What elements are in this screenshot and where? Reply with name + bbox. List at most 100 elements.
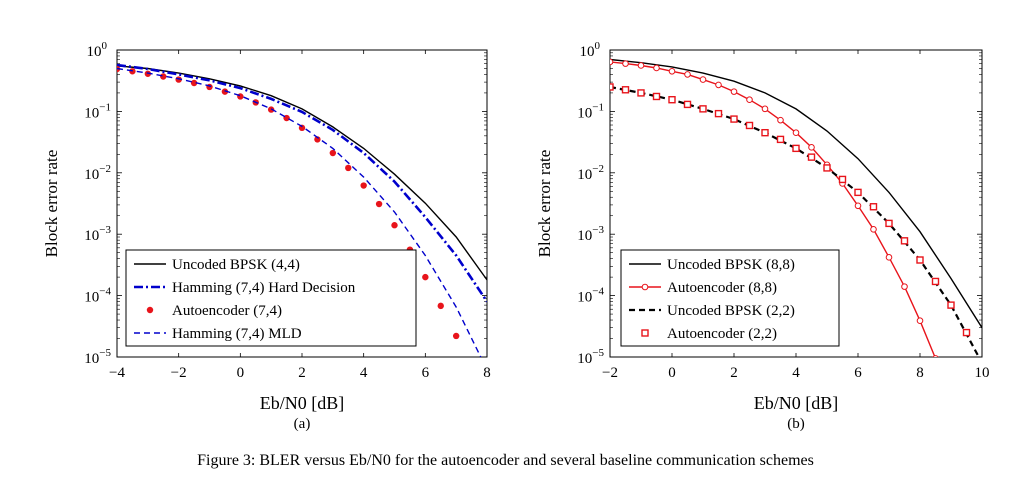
data-point [947,301,955,309]
data-point [932,355,939,357]
y-tick-label: 10−2 [84,163,111,183]
y-axis-label: Block error rate [42,150,61,258]
data-point [668,96,676,104]
data-point [916,317,924,325]
data-point [422,273,429,281]
y-tick-label: 100 [580,40,601,60]
data-point [730,88,738,95]
data-point [652,92,661,101]
legend-label-1: Hamming (7,4) Hard Decision [172,280,356,296]
y-tick-label: 10−5 [577,347,604,367]
y-tick-label: 100 [87,40,108,60]
data-point [237,93,244,100]
data-point [160,73,167,80]
data-point [870,226,877,233]
data-point [484,401,490,407]
series-line-1 [610,61,936,357]
data-point [854,202,862,210]
data-point [221,88,229,95]
series-group-1 [610,58,982,402]
y-tick-label: 10−4 [577,286,604,306]
y-tick-label: 10−3 [577,224,604,244]
series-line-1 [117,63,487,303]
x-tick-label: 8 [916,365,924,381]
data-point [948,396,954,402]
y-tick-label: 10−2 [577,163,604,183]
chart-panel-b: −2 0 2 4 6 8 10 100 10−1 10−2 10−3 10−4 10−5 Eb/N0 [d… [535,40,990,432]
data-point [838,175,847,184]
data-point [637,89,645,97]
x-axis-label: Eb/N0 [dB] [260,393,345,413]
legend-label-2: Autoencoder (7,4) [172,303,282,319]
data-point [668,67,676,75]
data-point [808,144,815,151]
data-point [869,203,878,211]
data-point [901,283,908,290]
legend-label-0: Uncoded BPSK (8,8) [667,257,795,273]
data-point [916,256,924,264]
data-point [468,366,474,372]
legend-marker-3 [641,329,649,337]
data-point [900,237,909,245]
legend-marker-1 [641,283,649,291]
y-tick-label: 10−4 [84,286,111,306]
series-line-0 [610,58,982,329]
data-point [776,135,785,144]
caption-text: Figure 3: BLER versus Eb/N0 for the auto… [197,452,814,469]
x-tick-label: 0 [668,365,676,381]
series-line-3 [117,67,482,357]
x-tick-label: 0 [237,365,245,381]
data-point [345,164,352,172]
data-point [885,219,893,228]
legend-box [620,249,840,347]
legend-0: Uncoded BPSK (4,4) Hamming (7,4) Hard Dec… [125,249,417,347]
data-point [792,144,800,153]
data-point [854,188,862,197]
x-tick-label: 4 [360,365,368,381]
data-point [746,96,753,104]
data-point [683,100,692,109]
data-point [885,254,893,261]
data-point [610,58,614,66]
x-tick-label: −2 [171,365,187,381]
panel-label: (b) [787,416,805,432]
data-point [329,149,337,157]
data-point [745,121,754,130]
data-point [761,128,769,137]
data-point [653,64,660,72]
legend-label-3: Hamming (7,4) MLD [172,326,302,342]
y-tick-label: 10−1 [84,101,111,121]
data-point [807,153,816,161]
data-point [823,164,831,172]
legend-1: Uncoded BPSK (8,8) Autoencoder (8,8) Uncod… [620,249,840,347]
y-axis-label: Block error rate [535,150,554,258]
x-tick-label: −2 [602,365,618,381]
x-tick-label: −4 [109,365,125,381]
data-point [714,109,723,118]
data-point [610,83,614,91]
data-point [437,302,444,310]
data-point [715,81,722,89]
figure-caption: Figure 3: BLER versus Eb/N0 for the auto… [0,451,1011,471]
data-point [962,328,971,337]
series-line-0 [117,65,487,281]
data-point [190,79,198,87]
data-point [684,71,691,78]
data-point [452,332,460,340]
x-tick-label: 6 [422,365,430,381]
data-point [761,105,769,113]
data-point [792,129,800,136]
data-point [699,105,707,113]
chart-panel-a: −4 −2 0 2 4 6 8 100 10−1 10−2 10−3 10−4 10−5 Eb/N0 [d… [42,40,491,432]
legend-label-2: Uncoded BPSK (2,2) [667,303,795,319]
data-point [621,86,630,94]
data-point [637,62,645,69]
data-point [360,182,367,189]
legend-box [125,249,417,347]
x-tick-label: 4 [792,365,800,381]
series-group-0 [117,63,490,407]
x-tick-label: 8 [483,365,491,381]
x-axis-label: Eb/N0 [dB] [754,393,839,413]
data-point [730,115,738,123]
